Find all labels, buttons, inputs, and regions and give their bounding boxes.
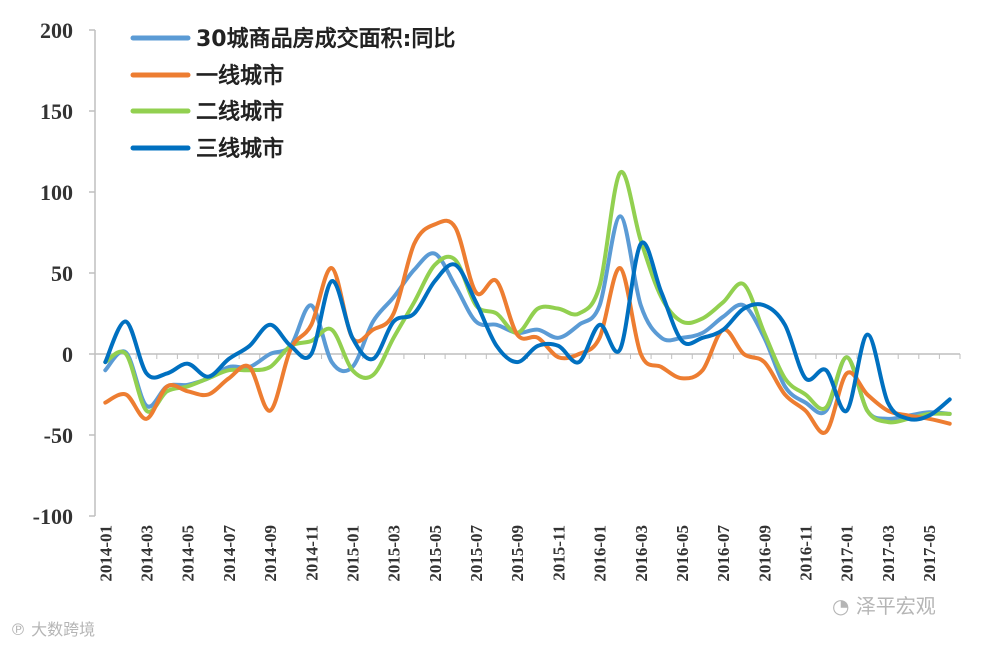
series-line-3 [103,170,952,425]
watermark-left: ℗ 大数跨境 [10,616,95,640]
y-tick-label: -50 [44,423,73,448]
x-tick-label: 2016-09 [755,525,774,582]
x-tick-label: 2015-01 [343,525,362,582]
x-tick-label: 2016-07 [714,525,733,582]
y-tick-label: 50 [51,261,73,286]
x-tick-label: 2015-03 [385,525,404,582]
x-tick-label: 2016-11 [797,525,816,581]
y-tick-label: 200 [40,18,73,43]
y-tick-label: 100 [40,180,73,205]
x-axis: 2014-01 2014-03 2014-05 2014-07 2014-09 2014-… [94,353,961,582]
y-tick-label: -100 [33,504,73,529]
x-tick-label: 2014-03 [137,525,156,582]
y-tick-label: 150 [40,99,73,124]
x-tick-label: 2015-11 [549,525,568,581]
x-tick-label: 2017-03 [879,525,898,582]
x-tick-label: 2017-01 [838,525,857,582]
legend-label-1: 30城商品房成交面积:同比 [196,26,455,52]
watermark-left-text: 大数跨境 [31,620,96,639]
legend-label-2: 一线城市 [196,63,284,89]
watermark-logo-icon: ℗ [10,620,26,639]
x-tick-label: 2015-05 [426,525,445,582]
series-line-4 [103,240,952,422]
legend-label-3: 二线城市 [196,99,284,125]
x-tick-label: 2016-05 [673,525,692,582]
watermark-right-text: 泽平宏观 [855,594,936,618]
y-axis: 200 150 100 50 0 -50 -100 [33,18,96,529]
wechat-icon: ◔ [832,594,850,618]
x-tick-label: 2015-07 [467,525,486,582]
y-tick-label: 0 [62,342,73,367]
legend-label-4: 三线城市 [196,136,284,162]
x-tick-label: 2014-07 [220,525,239,582]
x-tick-label: 2014-11 [302,525,321,581]
x-tick-label: 2016-01 [591,525,610,582]
series-line-1 [103,214,952,421]
x-tick-label: 2014-01 [96,525,115,582]
series-layer [103,170,952,435]
x-tick-label: 2014-05 [179,525,198,582]
series-line-2 [103,218,952,435]
x-tick-label: 2016-03 [632,525,651,582]
watermark-right: ◔ 泽平宏观 [832,590,936,619]
x-tick-label: 2017-05 [920,525,939,582]
x-tick-label: 2015-09 [508,525,527,582]
x-tick-label: 2014-09 [261,525,280,582]
